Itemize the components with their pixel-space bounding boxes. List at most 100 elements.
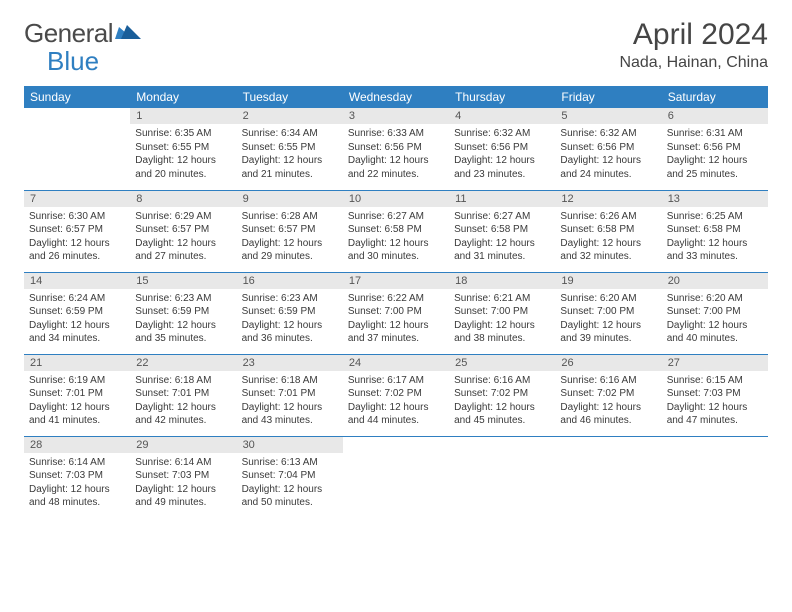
- sunset-line: Sunset: 6:56 PM: [667, 141, 763, 155]
- sunset-line: Sunset: 7:01 PM: [135, 387, 231, 401]
- day-number: 11: [449, 191, 555, 207]
- calendar-row: 14Sunrise: 6:24 AMSunset: 6:59 PMDayligh…: [24, 272, 768, 354]
- calendar-cell: 6Sunrise: 6:31 AMSunset: 6:56 PMDaylight…: [662, 108, 768, 190]
- daylight-line: Daylight: 12 hours and 29 minutes.: [242, 237, 338, 264]
- month-title: April 2024: [619, 18, 768, 52]
- day-body: Sunrise: 6:18 AMSunset: 7:01 PMDaylight:…: [237, 371, 343, 432]
- calendar-cell: 19Sunrise: 6:20 AMSunset: 7:00 PMDayligh…: [555, 272, 661, 354]
- daylight-line: Daylight: 12 hours and 32 minutes.: [560, 237, 656, 264]
- calendar-cell: 29Sunrise: 6:14 AMSunset: 7:03 PMDayligh…: [130, 436, 236, 518]
- day-number: 19: [555, 273, 661, 289]
- sunrise-line: Sunrise: 6:27 AM: [348, 210, 444, 224]
- calendar-cell: 2Sunrise: 6:34 AMSunset: 6:55 PMDaylight…: [237, 108, 343, 190]
- day-body: Sunrise: 6:16 AMSunset: 7:02 PMDaylight:…: [449, 371, 555, 432]
- day-number: 3: [343, 108, 449, 124]
- day-body: Sunrise: 6:32 AMSunset: 6:56 PMDaylight:…: [449, 124, 555, 185]
- day-number: 4: [449, 108, 555, 124]
- calendar-cell: 3Sunrise: 6:33 AMSunset: 6:56 PMDaylight…: [343, 108, 449, 190]
- calendar-cell: 8Sunrise: 6:29 AMSunset: 6:57 PMDaylight…: [130, 190, 236, 272]
- sunrise-line: Sunrise: 6:23 AM: [135, 292, 231, 306]
- sunrise-line: Sunrise: 6:27 AM: [454, 210, 550, 224]
- daylight-line: Daylight: 12 hours and 49 minutes.: [135, 483, 231, 510]
- sunset-line: Sunset: 7:02 PM: [454, 387, 550, 401]
- calendar-cell: 23Sunrise: 6:18 AMSunset: 7:01 PMDayligh…: [237, 354, 343, 436]
- weekday-header: Saturday: [662, 86, 768, 108]
- day-number: 27: [662, 355, 768, 371]
- day-body: Sunrise: 6:24 AMSunset: 6:59 PMDaylight:…: [24, 289, 130, 350]
- sunset-line: Sunset: 7:01 PM: [29, 387, 125, 401]
- sunset-line: Sunset: 6:57 PM: [29, 223, 125, 237]
- calendar-cell: [662, 436, 768, 518]
- daylight-line: Daylight: 12 hours and 50 minutes.: [242, 483, 338, 510]
- sunset-line: Sunset: 7:03 PM: [667, 387, 763, 401]
- calendar-row: 21Sunrise: 6:19 AMSunset: 7:01 PMDayligh…: [24, 354, 768, 436]
- sunset-line: Sunset: 7:04 PM: [242, 469, 338, 483]
- day-number: 18: [449, 273, 555, 289]
- calendar-cell: 30Sunrise: 6:13 AMSunset: 7:04 PMDayligh…: [237, 436, 343, 518]
- day-number: 20: [662, 273, 768, 289]
- day-body: Sunrise: 6:19 AMSunset: 7:01 PMDaylight:…: [24, 371, 130, 432]
- sunrise-line: Sunrise: 6:16 AM: [454, 374, 550, 388]
- calendar-cell: 11Sunrise: 6:27 AMSunset: 6:58 PMDayligh…: [449, 190, 555, 272]
- day-number: 10: [343, 191, 449, 207]
- calendar-cell: 18Sunrise: 6:21 AMSunset: 7:00 PMDayligh…: [449, 272, 555, 354]
- sunset-line: Sunset: 6:57 PM: [242, 223, 338, 237]
- sunset-line: Sunset: 6:58 PM: [560, 223, 656, 237]
- sunset-line: Sunset: 6:57 PM: [135, 223, 231, 237]
- sunrise-line: Sunrise: 6:32 AM: [560, 127, 656, 141]
- sunset-line: Sunset: 7:00 PM: [560, 305, 656, 319]
- sunrise-line: Sunrise: 6:21 AM: [454, 292, 550, 306]
- calendar-cell: 22Sunrise: 6:18 AMSunset: 7:01 PMDayligh…: [130, 354, 236, 436]
- calendar-cell: [449, 436, 555, 518]
- calendar-cell: 15Sunrise: 6:23 AMSunset: 6:59 PMDayligh…: [130, 272, 236, 354]
- day-number: 17: [343, 273, 449, 289]
- calendar-cell: 5Sunrise: 6:32 AMSunset: 6:56 PMDaylight…: [555, 108, 661, 190]
- title-block: April 2024 Nada, Hainan, China: [619, 18, 768, 72]
- sunrise-line: Sunrise: 6:14 AM: [29, 456, 125, 470]
- day-body: Sunrise: 6:14 AMSunset: 7:03 PMDaylight:…: [130, 453, 236, 514]
- calendar-cell: 28Sunrise: 6:14 AMSunset: 7:03 PMDayligh…: [24, 436, 130, 518]
- calendar-cell: [343, 436, 449, 518]
- day-number: 8: [130, 191, 236, 207]
- sunrise-line: Sunrise: 6:20 AM: [667, 292, 763, 306]
- day-number: 9: [237, 191, 343, 207]
- daylight-line: Daylight: 12 hours and 27 minutes.: [135, 237, 231, 264]
- day-body: Sunrise: 6:14 AMSunset: 7:03 PMDaylight:…: [24, 453, 130, 514]
- day-body: Sunrise: 6:25 AMSunset: 6:58 PMDaylight:…: [662, 207, 768, 268]
- sunset-line: Sunset: 6:56 PM: [454, 141, 550, 155]
- sunrise-line: Sunrise: 6:24 AM: [29, 292, 125, 306]
- daylight-line: Daylight: 12 hours and 46 minutes.: [560, 401, 656, 428]
- sunset-line: Sunset: 6:56 PM: [348, 141, 444, 155]
- sunrise-line: Sunrise: 6:13 AM: [242, 456, 338, 470]
- day-body: Sunrise: 6:35 AMSunset: 6:55 PMDaylight:…: [130, 124, 236, 185]
- daylight-line: Daylight: 12 hours and 33 minutes.: [667, 237, 763, 264]
- sunrise-line: Sunrise: 6:32 AM: [454, 127, 550, 141]
- daylight-line: Daylight: 12 hours and 38 minutes.: [454, 319, 550, 346]
- calendar-cell: 24Sunrise: 6:17 AMSunset: 7:02 PMDayligh…: [343, 354, 449, 436]
- sunrise-line: Sunrise: 6:33 AM: [348, 127, 444, 141]
- sunset-line: Sunset: 7:02 PM: [348, 387, 444, 401]
- day-body: Sunrise: 6:22 AMSunset: 7:00 PMDaylight:…: [343, 289, 449, 350]
- sunrise-line: Sunrise: 6:31 AM: [667, 127, 763, 141]
- logo-text-right: Blue: [47, 46, 99, 77]
- calendar-row: 1Sunrise: 6:35 AMSunset: 6:55 PMDaylight…: [24, 108, 768, 190]
- sunset-line: Sunset: 6:58 PM: [348, 223, 444, 237]
- sunrise-line: Sunrise: 6:30 AM: [29, 210, 125, 224]
- day-body: Sunrise: 6:28 AMSunset: 6:57 PMDaylight:…: [237, 207, 343, 268]
- weekday-header: Wednesday: [343, 86, 449, 108]
- daylight-line: Daylight: 12 hours and 48 minutes.: [29, 483, 125, 510]
- sunrise-line: Sunrise: 6:26 AM: [560, 210, 656, 224]
- sunset-line: Sunset: 7:03 PM: [29, 469, 125, 483]
- daylight-line: Daylight: 12 hours and 21 minutes.: [242, 154, 338, 181]
- calendar-cell: 7Sunrise: 6:30 AMSunset: 6:57 PMDaylight…: [24, 190, 130, 272]
- day-number: 26: [555, 355, 661, 371]
- sunset-line: Sunset: 6:59 PM: [29, 305, 125, 319]
- calendar-cell: 20Sunrise: 6:20 AMSunset: 7:00 PMDayligh…: [662, 272, 768, 354]
- day-number: 16: [237, 273, 343, 289]
- day-body: Sunrise: 6:23 AMSunset: 6:59 PMDaylight:…: [237, 289, 343, 350]
- day-number: 12: [555, 191, 661, 207]
- sunrise-line: Sunrise: 6:28 AM: [242, 210, 338, 224]
- location: Nada, Hainan, China: [619, 54, 768, 72]
- sunrise-line: Sunrise: 6:14 AM: [135, 456, 231, 470]
- daylight-line: Daylight: 12 hours and 37 minutes.: [348, 319, 444, 346]
